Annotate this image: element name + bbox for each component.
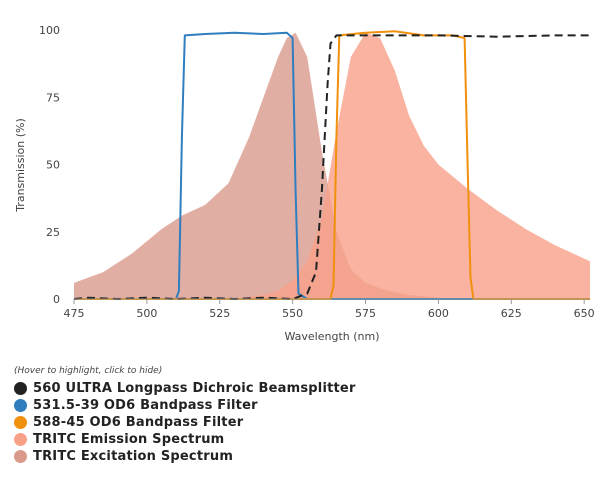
x-tick-label: 475 (64, 307, 85, 320)
legend-hint: (Hover to highlight, click to hide) (14, 366, 163, 376)
series-0-area[interactable] (74, 32, 468, 299)
x-tick-label: 500 (136, 307, 157, 320)
series-2-line[interactable] (74, 31, 590, 300)
legend-item[interactable]: TRITC Excitation Spectrum (14, 448, 356, 465)
legend-label: 531.5-39 OD6 Bandpass Filter (33, 398, 258, 413)
y-tick-label: 75 (46, 91, 60, 104)
y-tick-label: 100 (39, 24, 60, 37)
x-tick-label: 650 (574, 307, 595, 320)
series-3-line[interactable] (74, 30, 590, 300)
legend-swatch-icon (14, 433, 27, 446)
x-tick-label: 550 (282, 307, 303, 320)
x-tick-label: 525 (209, 307, 230, 320)
legend-swatch-icon (14, 399, 27, 412)
legend-items: 560 ULTRA Longpass Dichroic Beamsplitter… (14, 380, 356, 465)
series-4-line[interactable] (73, 34, 590, 300)
legend-swatch-icon (14, 382, 27, 395)
spectrum-chart: 475 500 525 550 575 600 625 650 0 25 50 75 100 Trans… (14, 24, 595, 343)
legend-item[interactable]: TRITC Emission Spectrum (14, 431, 356, 448)
legend-item[interactable]: 588-45 OD6 Bandpass Filter (14, 414, 356, 431)
legend-label: TRITC Excitation Spectrum (33, 449, 234, 464)
legend-label: TRITC Emission Spectrum (33, 432, 225, 447)
x-tick-label: 600 (428, 307, 449, 320)
axes: 475 500 525 550 575 600 625 650 0 25 50 75 100 (39, 24, 595, 320)
y-tick-label: 25 (46, 226, 60, 239)
legend-item[interactable]: 560 ULTRA Longpass Dichroic Beamsplitter (14, 380, 356, 397)
series-1-area[interactable] (234, 32, 591, 299)
legend-label: 588-45 OD6 Bandpass Filter (33, 415, 244, 430)
x-tick-label: 575 (355, 307, 376, 320)
x-axis-title: Wavelength (nm) (284, 330, 379, 343)
x-tick-label: 625 (501, 307, 522, 320)
legend-swatch-icon (14, 450, 27, 463)
plot-series (73, 30, 591, 300)
y-tick-label: 50 (46, 159, 60, 172)
y-axis-title: Transmission (%) (14, 118, 27, 213)
legend-swatch-icon (14, 416, 27, 429)
legend: (Hover to highlight, click to hide) 560 … (14, 366, 356, 465)
legend-label: 560 ULTRA Longpass Dichroic Beamsplitter (33, 381, 356, 396)
legend-item[interactable]: 531.5-39 OD6 Bandpass Filter (14, 397, 356, 414)
y-tick-label: 0 (53, 293, 60, 306)
